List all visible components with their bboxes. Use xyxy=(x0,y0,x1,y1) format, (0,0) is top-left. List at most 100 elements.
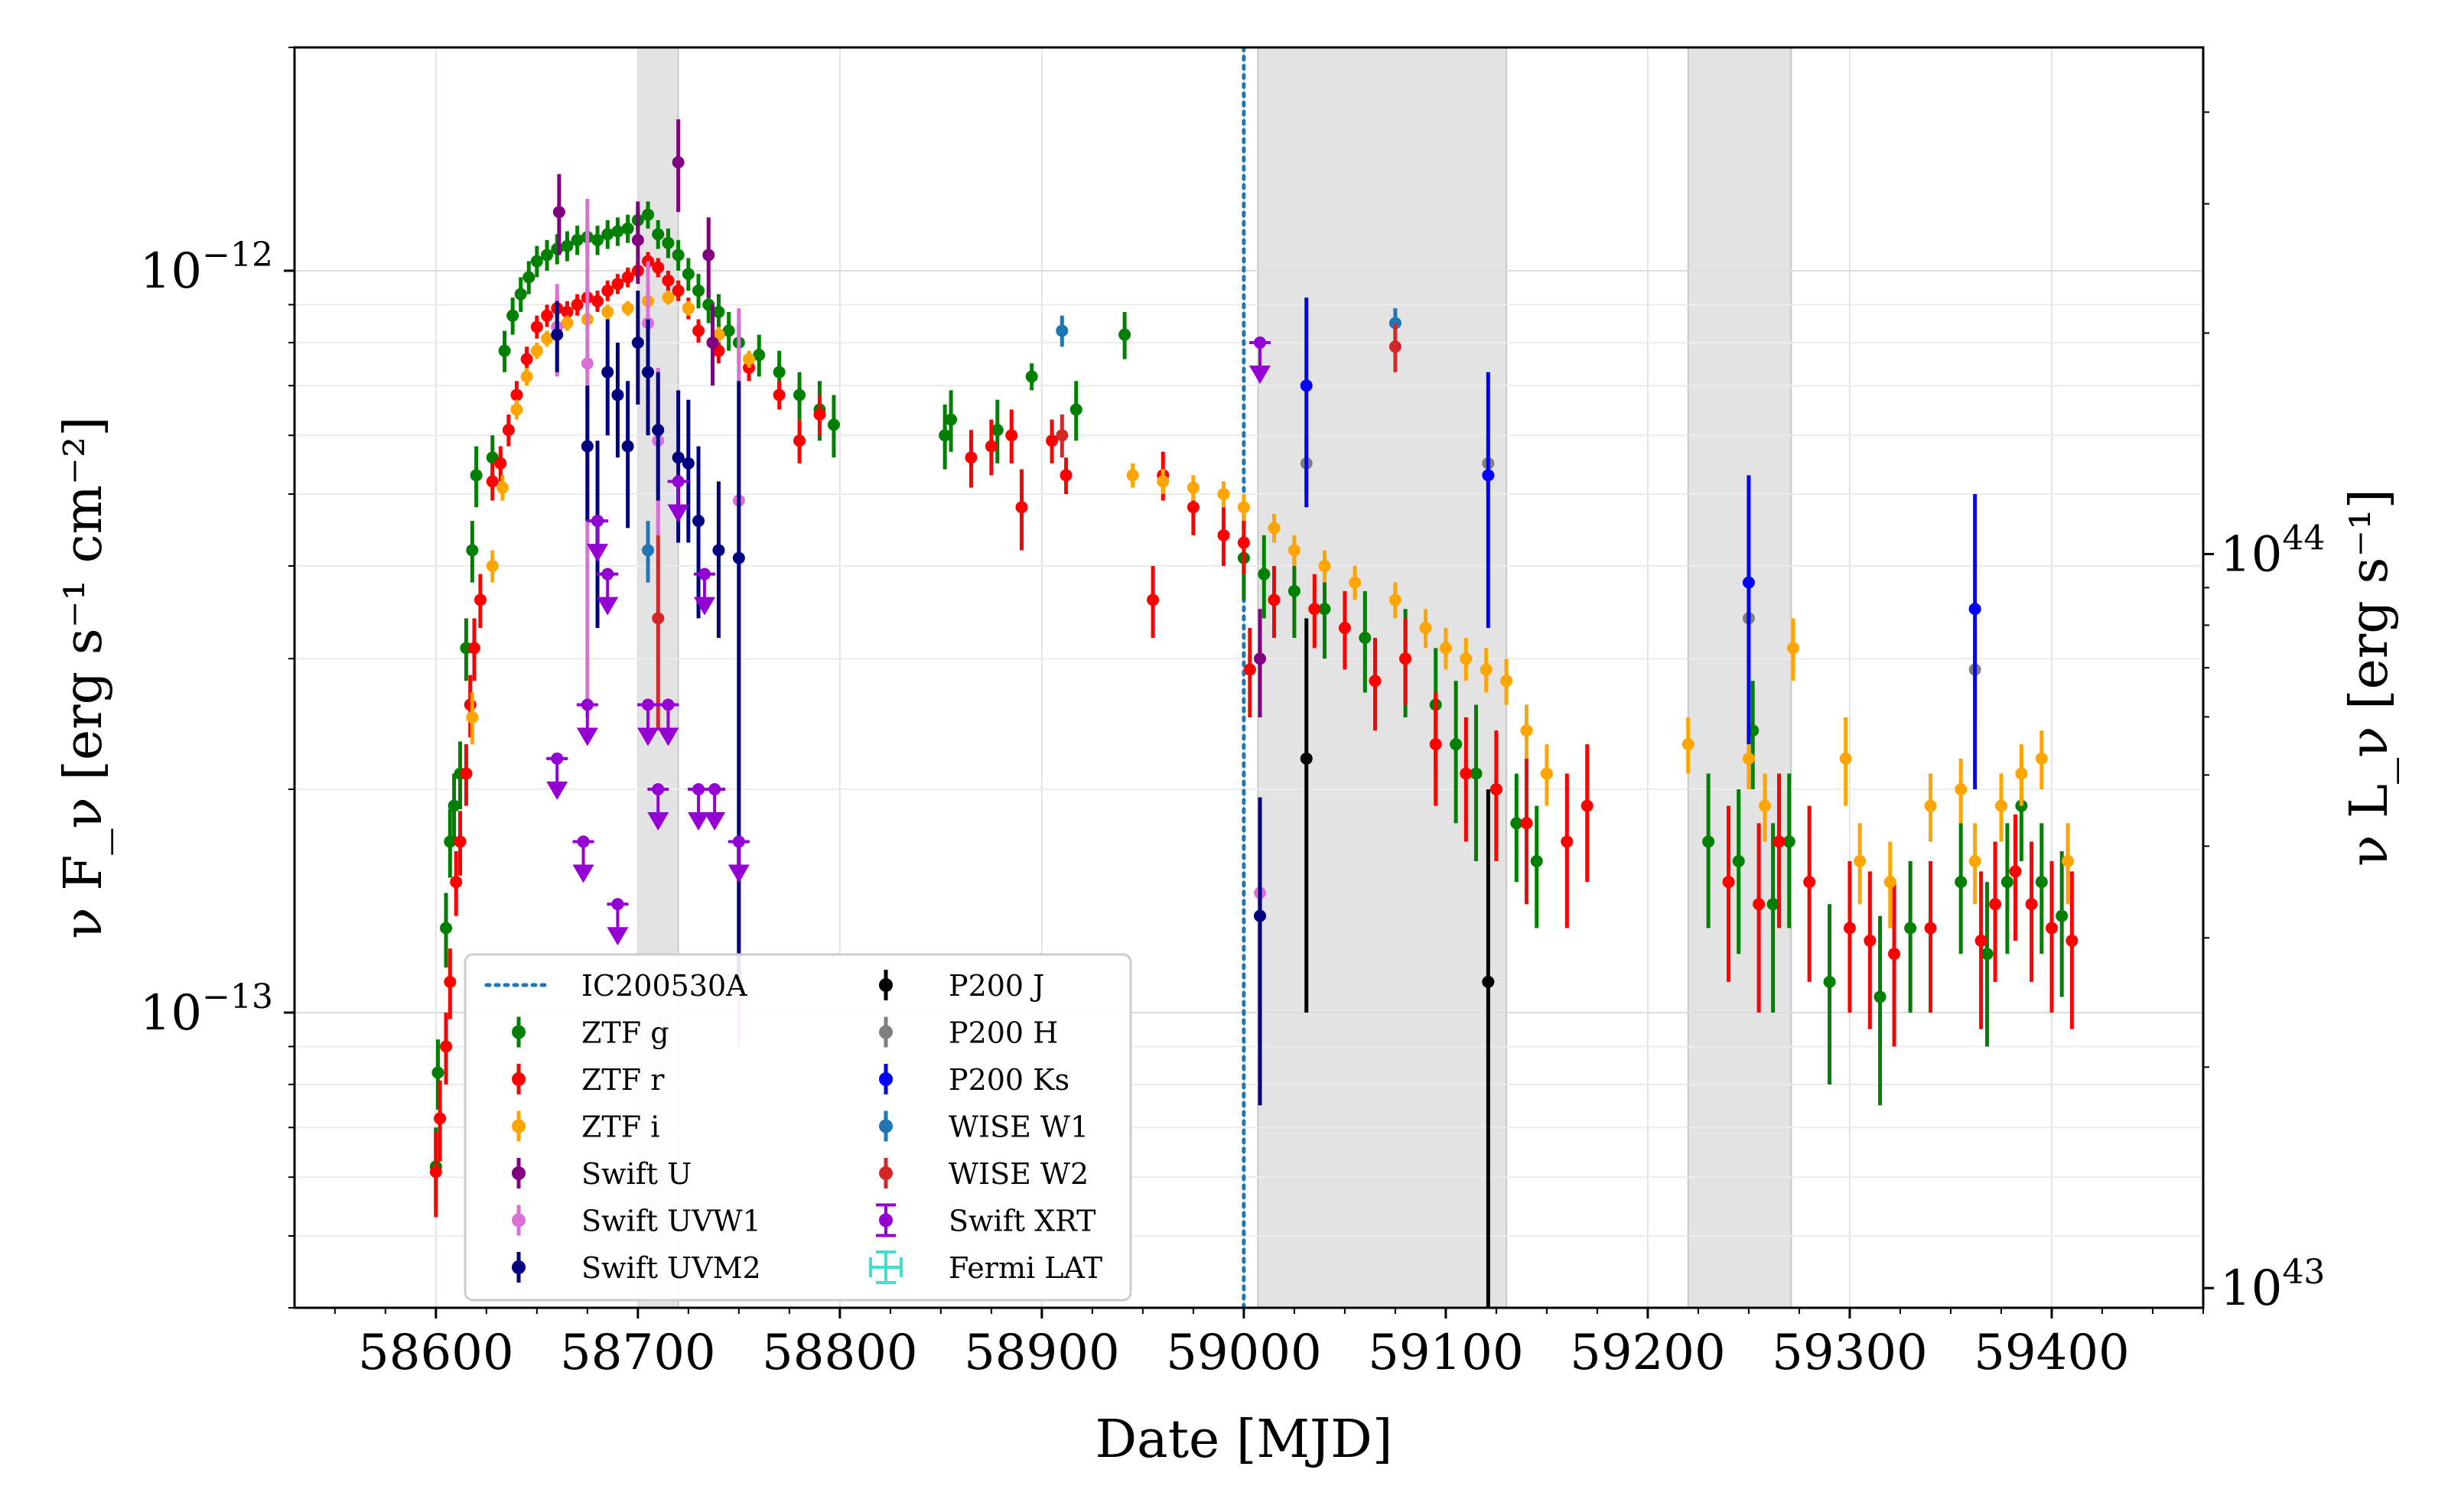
marker xyxy=(1300,752,1313,765)
marker xyxy=(561,305,574,318)
point-p200-ks xyxy=(1482,372,1495,629)
marker xyxy=(1510,817,1523,830)
point-ztf-i xyxy=(743,350,756,368)
marker xyxy=(464,698,477,711)
point-swift-xrt xyxy=(1249,337,1271,385)
point-ztf-r xyxy=(530,315,543,339)
marker xyxy=(1873,990,1886,1003)
point-ztf-i xyxy=(1237,493,1250,522)
marker xyxy=(1994,799,2007,812)
y-tick-label-right: 1044 xyxy=(2220,519,2325,583)
point-ztf-r xyxy=(2025,841,2038,982)
point-ztf-g xyxy=(2035,823,2048,954)
marker xyxy=(467,642,480,655)
marker xyxy=(1500,675,1513,688)
marker xyxy=(561,239,574,252)
marker xyxy=(1981,948,1994,961)
point-ztf-g xyxy=(2000,823,2013,954)
marker xyxy=(611,225,624,238)
marker xyxy=(1561,835,1574,848)
x-tick-label: 59300 xyxy=(1772,1325,1928,1381)
marker xyxy=(1722,876,1735,889)
marker xyxy=(702,249,715,262)
point-swift-xrt xyxy=(667,475,689,523)
point-ztf-r xyxy=(486,463,499,501)
point-ztf-g xyxy=(682,258,695,291)
upper-limit-marker xyxy=(642,698,655,711)
legend-label: WISE W1 xyxy=(949,1110,1089,1144)
marker xyxy=(1766,898,1779,911)
point-ztf-g xyxy=(1470,704,1483,862)
point-swift-xrt xyxy=(728,835,750,883)
legend-label: ZTF g xyxy=(581,1016,669,1050)
point-wise-w2 xyxy=(1056,415,1069,458)
upper-limit-marker xyxy=(662,698,675,711)
legend-marker xyxy=(512,1213,526,1227)
marker xyxy=(552,206,565,219)
point-ztf-r xyxy=(2045,861,2058,1013)
point-ztf-r xyxy=(2009,814,2022,941)
x-tick-label: 58800 xyxy=(762,1325,918,1381)
marker xyxy=(1349,576,1362,589)
marker xyxy=(682,302,695,315)
upper-limit-marker xyxy=(611,898,624,911)
marker xyxy=(1187,501,1200,514)
point-ztf-r xyxy=(1924,861,1937,1013)
marker xyxy=(662,274,675,287)
point-p200-ks xyxy=(1300,298,1313,508)
legend-entry: ZTF i xyxy=(512,1110,659,1144)
marker xyxy=(712,305,725,318)
point-ztf-i xyxy=(1187,475,1200,501)
legend-marker xyxy=(879,1072,893,1086)
marker xyxy=(985,440,998,453)
point-ztf-g xyxy=(652,219,665,249)
legend-label: ZTF i xyxy=(581,1110,659,1144)
point-ztf-i xyxy=(520,367,533,386)
marker xyxy=(2025,898,2038,911)
point-ztf-g xyxy=(793,372,806,420)
point-ztf-g xyxy=(692,274,705,309)
marker xyxy=(530,344,543,357)
marker xyxy=(541,309,554,322)
marker xyxy=(662,236,675,249)
point-ztf-r xyxy=(429,1132,442,1218)
marker xyxy=(466,544,479,557)
marker xyxy=(1530,855,1543,868)
marker xyxy=(1005,429,1018,442)
point-ztf-i xyxy=(2035,730,2048,789)
point-ztf-i xyxy=(1388,582,1401,619)
marker xyxy=(460,767,473,780)
point-swift-xrt xyxy=(607,898,629,946)
legend-marker xyxy=(879,1119,893,1133)
y-tick-label-right: 1043 xyxy=(2220,1253,2325,1317)
point-ztf-i xyxy=(496,475,509,501)
marker xyxy=(1968,855,1981,868)
point-ztf-r xyxy=(1399,618,1412,705)
legend-marker xyxy=(879,1213,893,1227)
marker xyxy=(1359,632,1372,645)
legend-label: P200 H xyxy=(949,1016,1058,1050)
point-ztf-g xyxy=(541,239,554,271)
marker xyxy=(773,366,786,379)
point-swift-uvm2 xyxy=(581,385,594,522)
marker xyxy=(440,922,453,935)
marker xyxy=(1470,767,1483,780)
point-ztf-i xyxy=(1287,535,1300,567)
upper-limit-arrow xyxy=(546,781,568,800)
marker xyxy=(945,413,958,426)
point-swift-xrt xyxy=(546,752,568,800)
legend-entry: WISE W2 xyxy=(879,1157,1089,1191)
upper-limit-arrow xyxy=(637,727,659,746)
point-ztf-i xyxy=(1500,658,1513,705)
point-ztf-g xyxy=(611,217,624,246)
legend-label: Swift UVM2 xyxy=(581,1251,761,1285)
point-ztf-r xyxy=(1888,882,1901,1047)
marker xyxy=(1742,576,1755,589)
marker xyxy=(510,389,523,402)
point-swift-uvm2 xyxy=(631,291,644,405)
point-ztf-r xyxy=(672,280,685,301)
point-ztf-g xyxy=(448,773,461,842)
point-ztf-r xyxy=(1460,717,1473,842)
point-ztf-r xyxy=(541,304,554,327)
point-ztf-g xyxy=(1359,590,1372,693)
